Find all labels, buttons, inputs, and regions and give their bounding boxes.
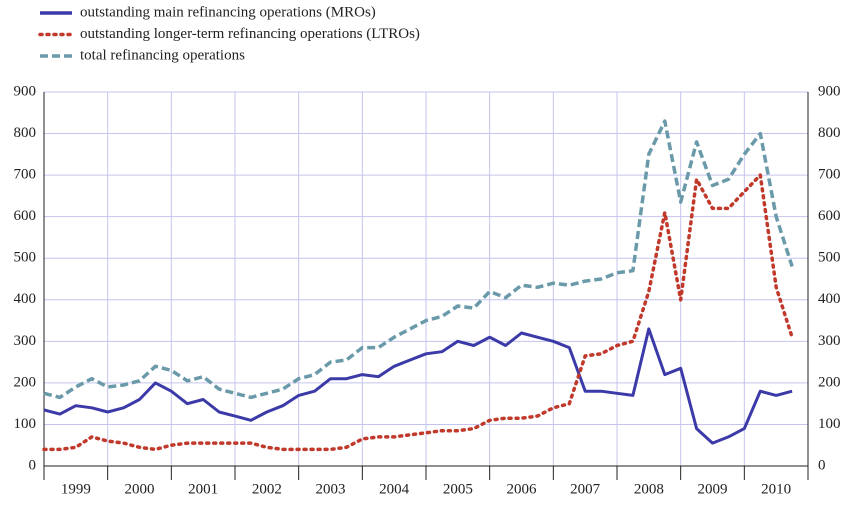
y2-tick-label: 200: [818, 374, 841, 390]
y2-tick-label: 900: [818, 83, 841, 99]
y-tick-label: 900: [14, 83, 37, 99]
y-tick-label: 400: [14, 291, 37, 307]
x-tick-label: 2007: [570, 481, 601, 497]
legend-label: outstanding longer-term refinancing oper…: [80, 26, 420, 42]
y-tick-label: 0: [29, 457, 37, 473]
x-tick-label: 2004: [379, 481, 410, 497]
y2-tick-label: 700: [818, 167, 841, 183]
y-tick-label: 200: [14, 374, 37, 390]
series-line: [42, 173, 794, 452]
x-tick-label: 2000: [125, 481, 155, 497]
x-tick-label: 2010: [761, 481, 791, 497]
legend-label: outstanding main refinancing operations …: [80, 4, 376, 20]
legend-label: total refinancing operations: [80, 47, 245, 63]
y2-tick-label: 600: [818, 208, 841, 224]
x-tick-label: 2002: [252, 481, 282, 497]
series-line: [43, 327, 793, 445]
y2-tick-label: 300: [818, 333, 841, 349]
x-tick-label: 2005: [443, 481, 473, 497]
y2-tick-label: 800: [818, 125, 841, 141]
x-tick-label: 2001: [188, 481, 218, 497]
y-tick-label: 600: [14, 208, 37, 224]
x-tick-label: 2003: [316, 481, 346, 497]
x-tick-label: 1999: [61, 481, 91, 497]
y2-tick-label: 100: [818, 416, 841, 432]
y-tick-label: 300: [14, 333, 37, 349]
y-tick-label: 700: [14, 167, 37, 183]
series-line: [43, 119, 794, 400]
y2-tick-label: 400: [818, 291, 841, 307]
x-tick-label: 2008: [634, 481, 664, 497]
y2-tick-label: 0: [818, 457, 826, 473]
y-tick-label: 500: [14, 250, 37, 266]
y2-tick-label: 500: [818, 250, 841, 266]
y-tick-label: 800: [14, 125, 37, 141]
x-tick-label: 2009: [698, 481, 728, 497]
y-tick-label: 100: [14, 416, 37, 432]
x-tick-label: 2006: [507, 481, 538, 497]
